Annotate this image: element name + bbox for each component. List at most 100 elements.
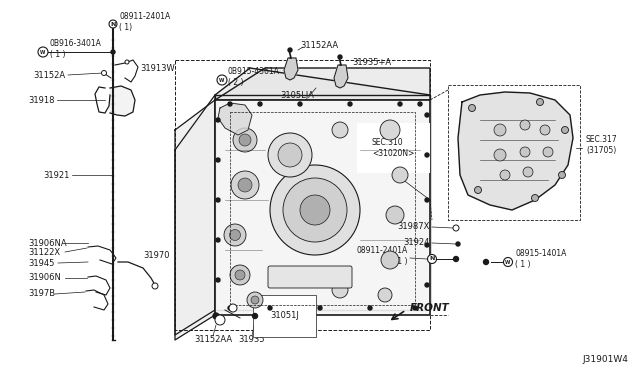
Circle shape <box>217 75 227 85</box>
Circle shape <box>152 283 158 289</box>
Text: SEC.310
<31020N>: SEC.310 <31020N> <box>372 138 414 158</box>
Text: W: W <box>220 77 225 83</box>
Text: 31935: 31935 <box>239 336 265 344</box>
Circle shape <box>543 147 553 157</box>
Circle shape <box>268 306 272 310</box>
Circle shape <box>378 288 392 302</box>
Circle shape <box>318 306 322 310</box>
Circle shape <box>332 122 348 138</box>
Circle shape <box>251 296 259 304</box>
Text: 3197B: 3197B <box>28 289 55 298</box>
Text: 31918: 31918 <box>29 96 55 105</box>
Text: W: W <box>40 49 45 55</box>
Circle shape <box>425 198 429 202</box>
Circle shape <box>425 283 429 287</box>
Circle shape <box>288 48 292 52</box>
Circle shape <box>253 314 257 318</box>
Circle shape <box>425 243 429 247</box>
Circle shape <box>504 257 513 266</box>
Circle shape <box>213 313 219 319</box>
Circle shape <box>520 147 530 157</box>
Circle shape <box>298 102 302 106</box>
Circle shape <box>235 270 245 280</box>
Text: 31152AA: 31152AA <box>194 336 232 344</box>
Circle shape <box>233 128 257 152</box>
Circle shape <box>380 120 400 140</box>
Polygon shape <box>215 100 430 315</box>
Text: 08911-2401A
( 1 ): 08911-2401A ( 1 ) <box>356 246 408 266</box>
Circle shape <box>283 178 347 242</box>
Text: N: N <box>110 22 116 26</box>
Circle shape <box>559 171 566 179</box>
Circle shape <box>38 47 48 57</box>
Circle shape <box>531 195 538 202</box>
Polygon shape <box>175 100 215 340</box>
Circle shape <box>540 125 550 135</box>
Text: SEC.317
(31705): SEC.317 (31705) <box>586 135 618 155</box>
Circle shape <box>494 124 506 136</box>
Circle shape <box>413 306 417 310</box>
Circle shape <box>224 224 246 246</box>
Circle shape <box>338 55 342 59</box>
Circle shape <box>483 260 488 264</box>
Circle shape <box>474 186 481 193</box>
Circle shape <box>216 198 220 202</box>
Text: 31935+A: 31935+A <box>352 58 391 67</box>
Text: 31921: 31921 <box>44 170 70 180</box>
Circle shape <box>268 133 312 177</box>
Text: 31987X: 31987X <box>397 221 430 231</box>
Circle shape <box>468 105 476 112</box>
Circle shape <box>231 171 259 199</box>
Circle shape <box>247 292 263 308</box>
Polygon shape <box>110 86 135 116</box>
Circle shape <box>520 120 530 130</box>
Circle shape <box>536 99 543 106</box>
Text: 08911-2401A
( 1): 08911-2401A ( 1) <box>119 12 170 32</box>
Circle shape <box>111 50 115 54</box>
Text: 08915-1401A
( 1 ): 08915-1401A ( 1 ) <box>515 249 566 269</box>
Polygon shape <box>215 68 430 95</box>
Circle shape <box>230 265 250 285</box>
Text: 0B915-4361A
( 2 ): 0B915-4361A ( 2 ) <box>228 67 280 87</box>
Circle shape <box>229 304 237 312</box>
Circle shape <box>425 113 429 117</box>
Circle shape <box>216 278 220 282</box>
Circle shape <box>381 251 399 269</box>
Text: 31913W: 31913W <box>140 64 175 73</box>
Text: 3105LJA: 3105LJA <box>280 90 314 99</box>
Polygon shape <box>218 103 252 135</box>
Circle shape <box>561 126 568 134</box>
Circle shape <box>125 60 129 64</box>
Circle shape <box>258 102 262 106</box>
Circle shape <box>500 170 510 180</box>
Circle shape <box>228 306 232 310</box>
Circle shape <box>332 282 348 298</box>
Circle shape <box>386 206 404 224</box>
Polygon shape <box>334 65 348 88</box>
Polygon shape <box>458 92 573 210</box>
Circle shape <box>102 71 106 76</box>
Circle shape <box>238 178 252 192</box>
Circle shape <box>456 242 460 246</box>
Circle shape <box>348 102 352 106</box>
Text: 31122X: 31122X <box>28 247 60 257</box>
Circle shape <box>216 158 220 162</box>
Text: N: N <box>429 257 435 262</box>
Circle shape <box>368 306 372 310</box>
Text: 31152A: 31152A <box>33 71 65 80</box>
Circle shape <box>418 102 422 106</box>
Circle shape <box>300 195 330 225</box>
Circle shape <box>398 102 402 106</box>
Text: J31901W4: J31901W4 <box>582 356 628 365</box>
Circle shape <box>453 225 459 231</box>
Text: W: W <box>506 260 511 264</box>
Circle shape <box>523 167 533 177</box>
Text: 31970: 31970 <box>143 250 170 260</box>
Text: 31906N: 31906N <box>28 273 61 282</box>
Circle shape <box>216 238 220 242</box>
Circle shape <box>428 254 436 263</box>
Circle shape <box>270 165 360 255</box>
Circle shape <box>239 134 251 146</box>
Circle shape <box>494 149 506 161</box>
Text: 31051J: 31051J <box>270 311 299 321</box>
